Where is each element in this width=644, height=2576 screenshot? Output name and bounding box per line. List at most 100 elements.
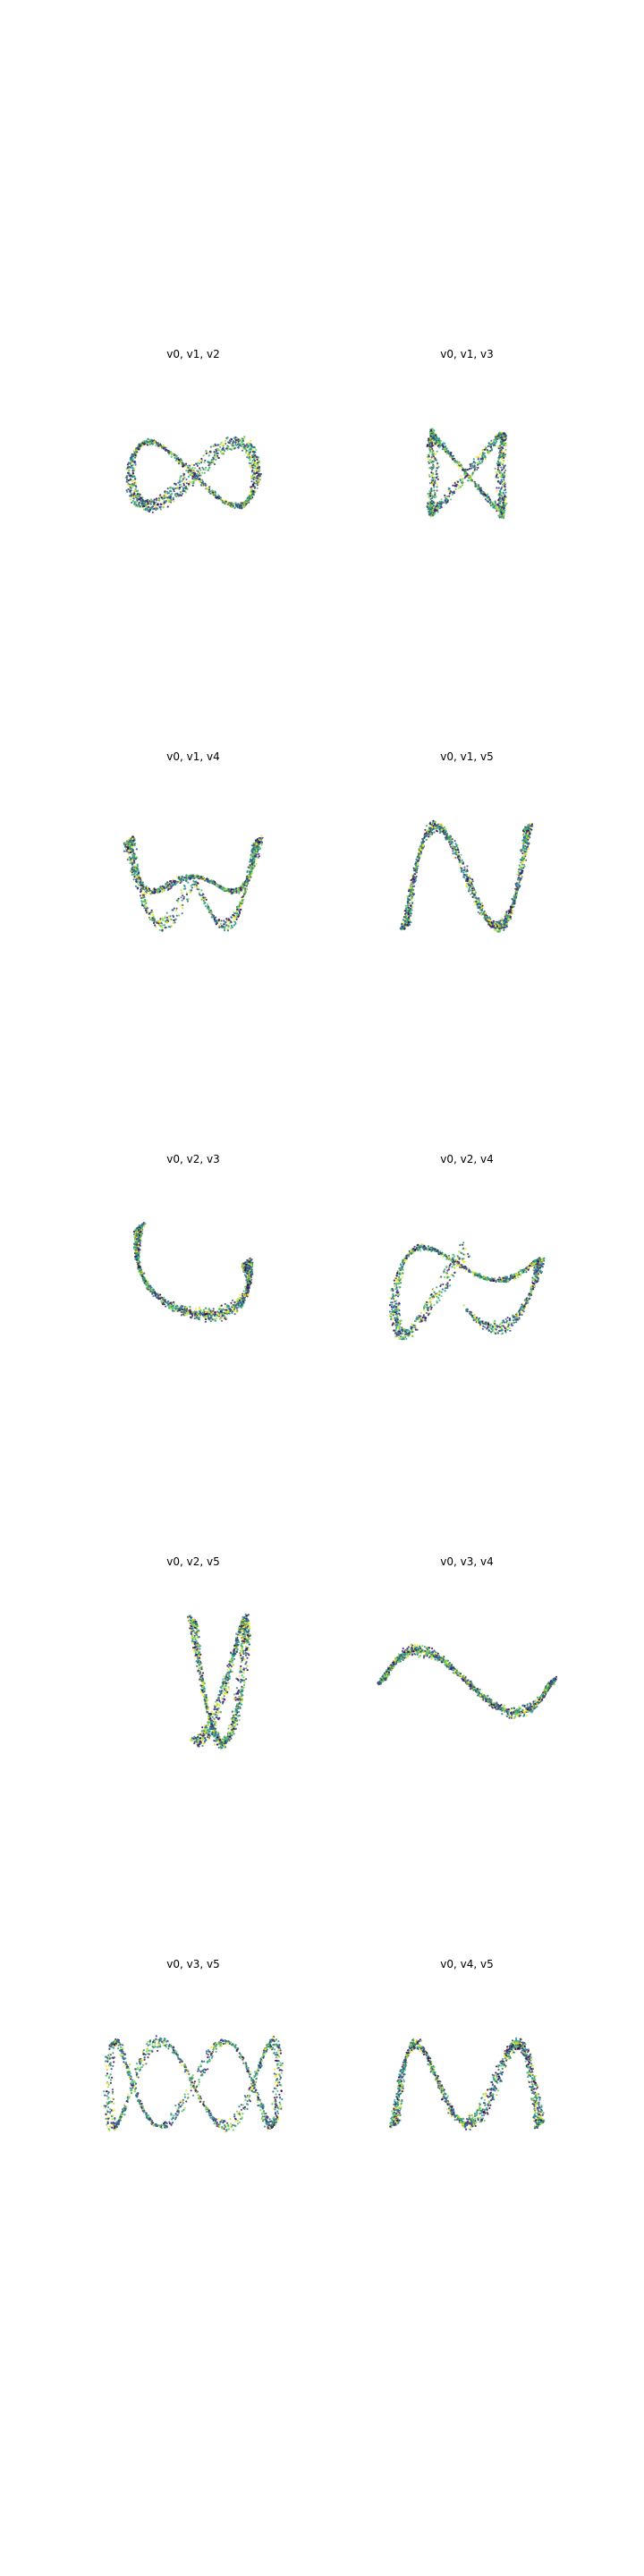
scatter-point: [232, 445, 234, 447]
scatter-point: [234, 887, 237, 890]
scatter-point: [242, 891, 245, 894]
scatter-point: [247, 453, 250, 455]
scatter-point: [430, 488, 433, 491]
scatter-point: [189, 469, 191, 471]
scatter-point: [503, 479, 505, 481]
scatter-point: [217, 494, 220, 496]
scatter-point: [223, 501, 225, 504]
scatter-point: [124, 848, 127, 851]
scatter-point: [237, 890, 240, 894]
scatter-point: [129, 495, 131, 497]
scatter-point: [477, 455, 479, 459]
scatter-point: [432, 472, 435, 475]
scatter-point: [484, 494, 487, 496]
scatter-point: [131, 479, 134, 482]
scatter-point: [138, 877, 140, 879]
scatter-point: [433, 831, 436, 834]
scatter-point: [499, 450, 502, 453]
scatter-point: [435, 470, 437, 472]
scatter-point: [436, 467, 438, 470]
scatter-point: [428, 437, 430, 440]
scatter-point: [466, 469, 469, 471]
scatter-point: [447, 489, 450, 492]
scatter-point: [256, 467, 258, 470]
scatter-point: [484, 445, 487, 448]
scatter-point: [151, 891, 155, 894]
scatter-point: [133, 492, 136, 495]
scatter-point: [147, 505, 149, 509]
scatter-point: [165, 496, 168, 499]
scatter-point: [131, 460, 134, 462]
scatter-point: [498, 454, 501, 457]
scatter-point: [216, 452, 218, 454]
scatter-point: [171, 909, 174, 911]
scatter-point: [474, 891, 478, 894]
scatter-point: [255, 855, 258, 858]
scatter-point: [170, 918, 173, 920]
scatter-point: [245, 885, 248, 887]
scatter-point: [157, 924, 160, 927]
scatter-point: [215, 494, 217, 496]
scatter-point: [201, 466, 204, 469]
scatter-point: [228, 442, 231, 445]
scatter-point: [148, 509, 152, 512]
scatter-point: [172, 487, 174, 489]
scatter-point: [501, 513, 504, 516]
scatter-point: [241, 449, 244, 452]
scatter-point: [247, 450, 250, 453]
scatter-point: [208, 468, 210, 470]
scatter-point: [139, 894, 142, 897]
scatter-point: [182, 484, 185, 487]
scatter-point: [260, 835, 263, 837]
scatter-point: [212, 491, 215, 494]
scatter-point: [127, 487, 130, 491]
scatter-point: [191, 463, 193, 466]
scatter-point: [503, 474, 505, 477]
scatter-point: [165, 916, 168, 919]
scatter-point: [172, 496, 174, 499]
scatter-point: [250, 490, 253, 493]
scatter-point: [189, 474, 191, 477]
scatter-point: [126, 490, 129, 494]
scatter-point: [502, 492, 504, 495]
scatter-point: [127, 479, 130, 482]
scatter-point: [239, 442, 242, 445]
scatter-point: [185, 482, 188, 485]
scatter-point: [258, 483, 260, 486]
scatter-point: [428, 503, 431, 505]
scatter-point: [124, 843, 127, 846]
scatter-point: [161, 927, 164, 929]
scatter-point: [189, 891, 192, 894]
scatter-point: [140, 890, 142, 893]
scatter-point: [134, 504, 137, 507]
scatter-point: [179, 478, 182, 480]
scatter-point: [228, 922, 231, 925]
scatter-point: [143, 443, 146, 445]
scatter-point: [148, 892, 150, 894]
scatter-point: [191, 886, 193, 889]
scatter-point: [151, 511, 154, 513]
scatter-point: [223, 923, 225, 926]
scatter-point: [470, 465, 472, 468]
scatter-point: [453, 492, 456, 495]
scatter-point: [173, 490, 175, 493]
scatter-point: [207, 906, 209, 909]
scatter-point: [131, 480, 133, 483]
scatter-point: [233, 503, 235, 506]
scatter-point: [213, 445, 216, 448]
scatter-point: [175, 914, 178, 917]
scatter-point: [438, 445, 441, 447]
scatter-point: [253, 865, 256, 868]
scatter-point: [139, 495, 141, 497]
scatter-point: [173, 482, 176, 485]
scatter-point: [256, 456, 258, 459]
scatter-point: [131, 483, 133, 487]
scatter-point: [235, 916, 238, 919]
scatter-point: [141, 904, 144, 907]
scatter-point: [496, 487, 498, 489]
scatter-point: [504, 436, 506, 438]
scatter-point: [451, 494, 453, 496]
scatter-point: [257, 478, 259, 480]
scatter-point: [461, 484, 464, 487]
scatter-point: [143, 900, 146, 903]
